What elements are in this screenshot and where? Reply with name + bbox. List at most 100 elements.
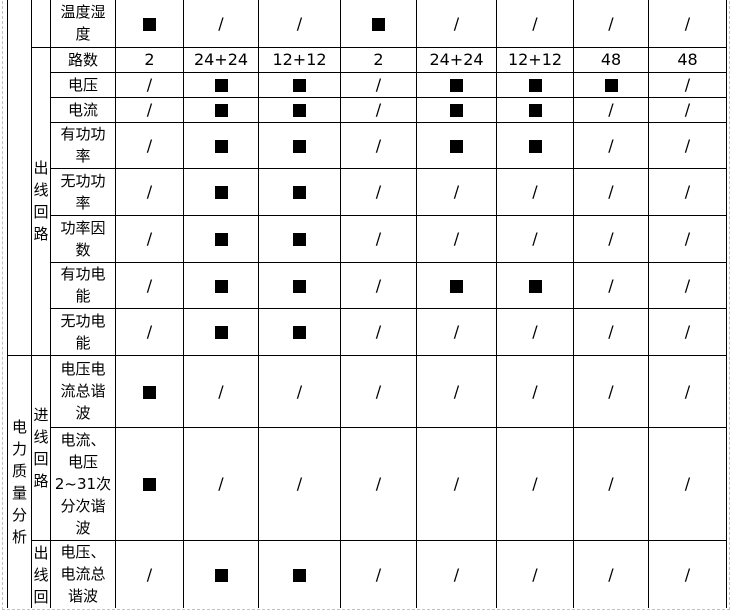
slash-marker: / xyxy=(375,474,382,493)
filled-marker xyxy=(293,279,306,293)
value-cell: / xyxy=(648,307,727,356)
filled-marker xyxy=(293,139,306,153)
slash-marker: / xyxy=(608,564,614,584)
slash-marker: / xyxy=(608,135,614,155)
value-cell: / xyxy=(648,426,727,541)
value-cell: / xyxy=(573,354,649,428)
slash-marker: / xyxy=(532,564,538,584)
value-cell: / xyxy=(648,0,727,48)
group-spacer-cell xyxy=(31,0,51,48)
value-cell xyxy=(115,354,184,428)
value-cell: / xyxy=(496,426,574,541)
value-cell xyxy=(183,261,259,309)
value-cell: / xyxy=(573,0,649,48)
slash-marker: / xyxy=(608,275,614,295)
value-cell: / xyxy=(340,167,417,216)
value-cell xyxy=(258,167,341,216)
cell-text: 48 xyxy=(600,50,622,69)
value-cell xyxy=(496,71,574,98)
value-cell xyxy=(496,261,574,309)
filled-marker xyxy=(214,233,228,246)
value-cell xyxy=(183,71,259,98)
value-cell xyxy=(496,121,574,169)
slash-marker: / xyxy=(608,381,614,401)
filled-marker xyxy=(143,385,156,399)
slash-marker: / xyxy=(375,381,382,401)
value-cell: / xyxy=(183,426,259,541)
row-label-cell: 电压 xyxy=(50,71,116,98)
group-label-cell: 出线回路 xyxy=(31,539,51,608)
cell-text: 48 xyxy=(677,50,698,69)
value-cell xyxy=(258,71,341,98)
value-cell: / xyxy=(115,71,184,98)
slash-marker: / xyxy=(146,182,153,201)
slash-marker: / xyxy=(375,322,382,341)
slash-marker: / xyxy=(218,13,224,33)
slash-marker: / xyxy=(375,100,382,119)
slash-marker: / xyxy=(532,13,538,33)
filled-marker xyxy=(293,233,306,246)
slash-marker: / xyxy=(684,100,691,119)
filled-marker xyxy=(214,279,228,293)
filled-marker xyxy=(214,139,228,153)
slash-marker: / xyxy=(453,381,460,401)
slash-marker: / xyxy=(532,182,538,201)
slash-marker: / xyxy=(608,229,614,248)
row-label-cell: 有功电 能 xyxy=(50,261,116,309)
value-cell xyxy=(496,96,574,123)
slash-marker: / xyxy=(684,135,691,155)
value-cell: / xyxy=(648,354,727,428)
value-cell: / xyxy=(115,261,184,309)
slash-marker: / xyxy=(608,322,614,341)
filled-marker xyxy=(214,186,228,199)
value-cell xyxy=(258,214,341,263)
filled-marker xyxy=(528,139,542,153)
filled-marker xyxy=(143,478,156,491)
value-cell: / xyxy=(115,167,184,216)
filled-marker xyxy=(528,279,542,293)
slash-marker: / xyxy=(684,275,691,295)
value-cell: 12+12 xyxy=(496,46,574,73)
slash-marker: / xyxy=(375,564,382,584)
value-cell: / xyxy=(115,307,184,356)
row-label-cell: 电压电 流总谐 波 xyxy=(50,354,116,428)
filled-marker xyxy=(450,279,463,293)
value-cell: / xyxy=(648,167,727,216)
filled-marker xyxy=(143,17,156,31)
slash-marker: / xyxy=(375,135,382,155)
slash-marker: / xyxy=(453,13,460,33)
parameter-matrix-table: 温度湿 度 / / / / / / 出线回路 路数 2 24+24 12+12 2 24+24 12+12 4… xyxy=(7,0,727,608)
value-cell: / xyxy=(496,0,574,48)
filled-marker xyxy=(293,568,306,582)
slash-marker: / xyxy=(218,474,224,493)
value-cell: / xyxy=(496,539,574,608)
filled-marker xyxy=(293,104,306,117)
value-cell xyxy=(183,307,259,356)
value-cell xyxy=(416,96,497,123)
value-cell: 2 xyxy=(115,46,184,73)
value-cell: / xyxy=(416,214,497,263)
value-cell xyxy=(416,261,497,309)
value-cell: / xyxy=(573,539,649,608)
value-cell: 2 xyxy=(340,46,417,73)
value-cell: / xyxy=(340,71,417,98)
slash-marker: / xyxy=(375,182,382,201)
vertical-group-label: 出线回路 xyxy=(33,159,49,243)
filled-marker xyxy=(214,326,228,339)
row-label-cell: 功率因 数 xyxy=(50,214,116,263)
value-cell: / xyxy=(573,426,649,541)
slash-marker: / xyxy=(608,100,614,119)
value-cell: 48 xyxy=(648,46,727,73)
value-cell: / xyxy=(573,167,649,216)
value-cell xyxy=(258,261,341,309)
cell-text: 12+12 xyxy=(507,50,563,69)
filled-marker xyxy=(450,79,463,92)
value-cell: / xyxy=(115,121,184,169)
slash-marker: / xyxy=(146,75,153,94)
value-cell xyxy=(183,167,259,216)
slash-marker: / xyxy=(532,229,538,248)
value-cell: 24+24 xyxy=(416,46,497,73)
value-cell: / xyxy=(496,354,574,428)
filled-marker xyxy=(450,104,463,117)
filled-marker xyxy=(450,139,463,153)
